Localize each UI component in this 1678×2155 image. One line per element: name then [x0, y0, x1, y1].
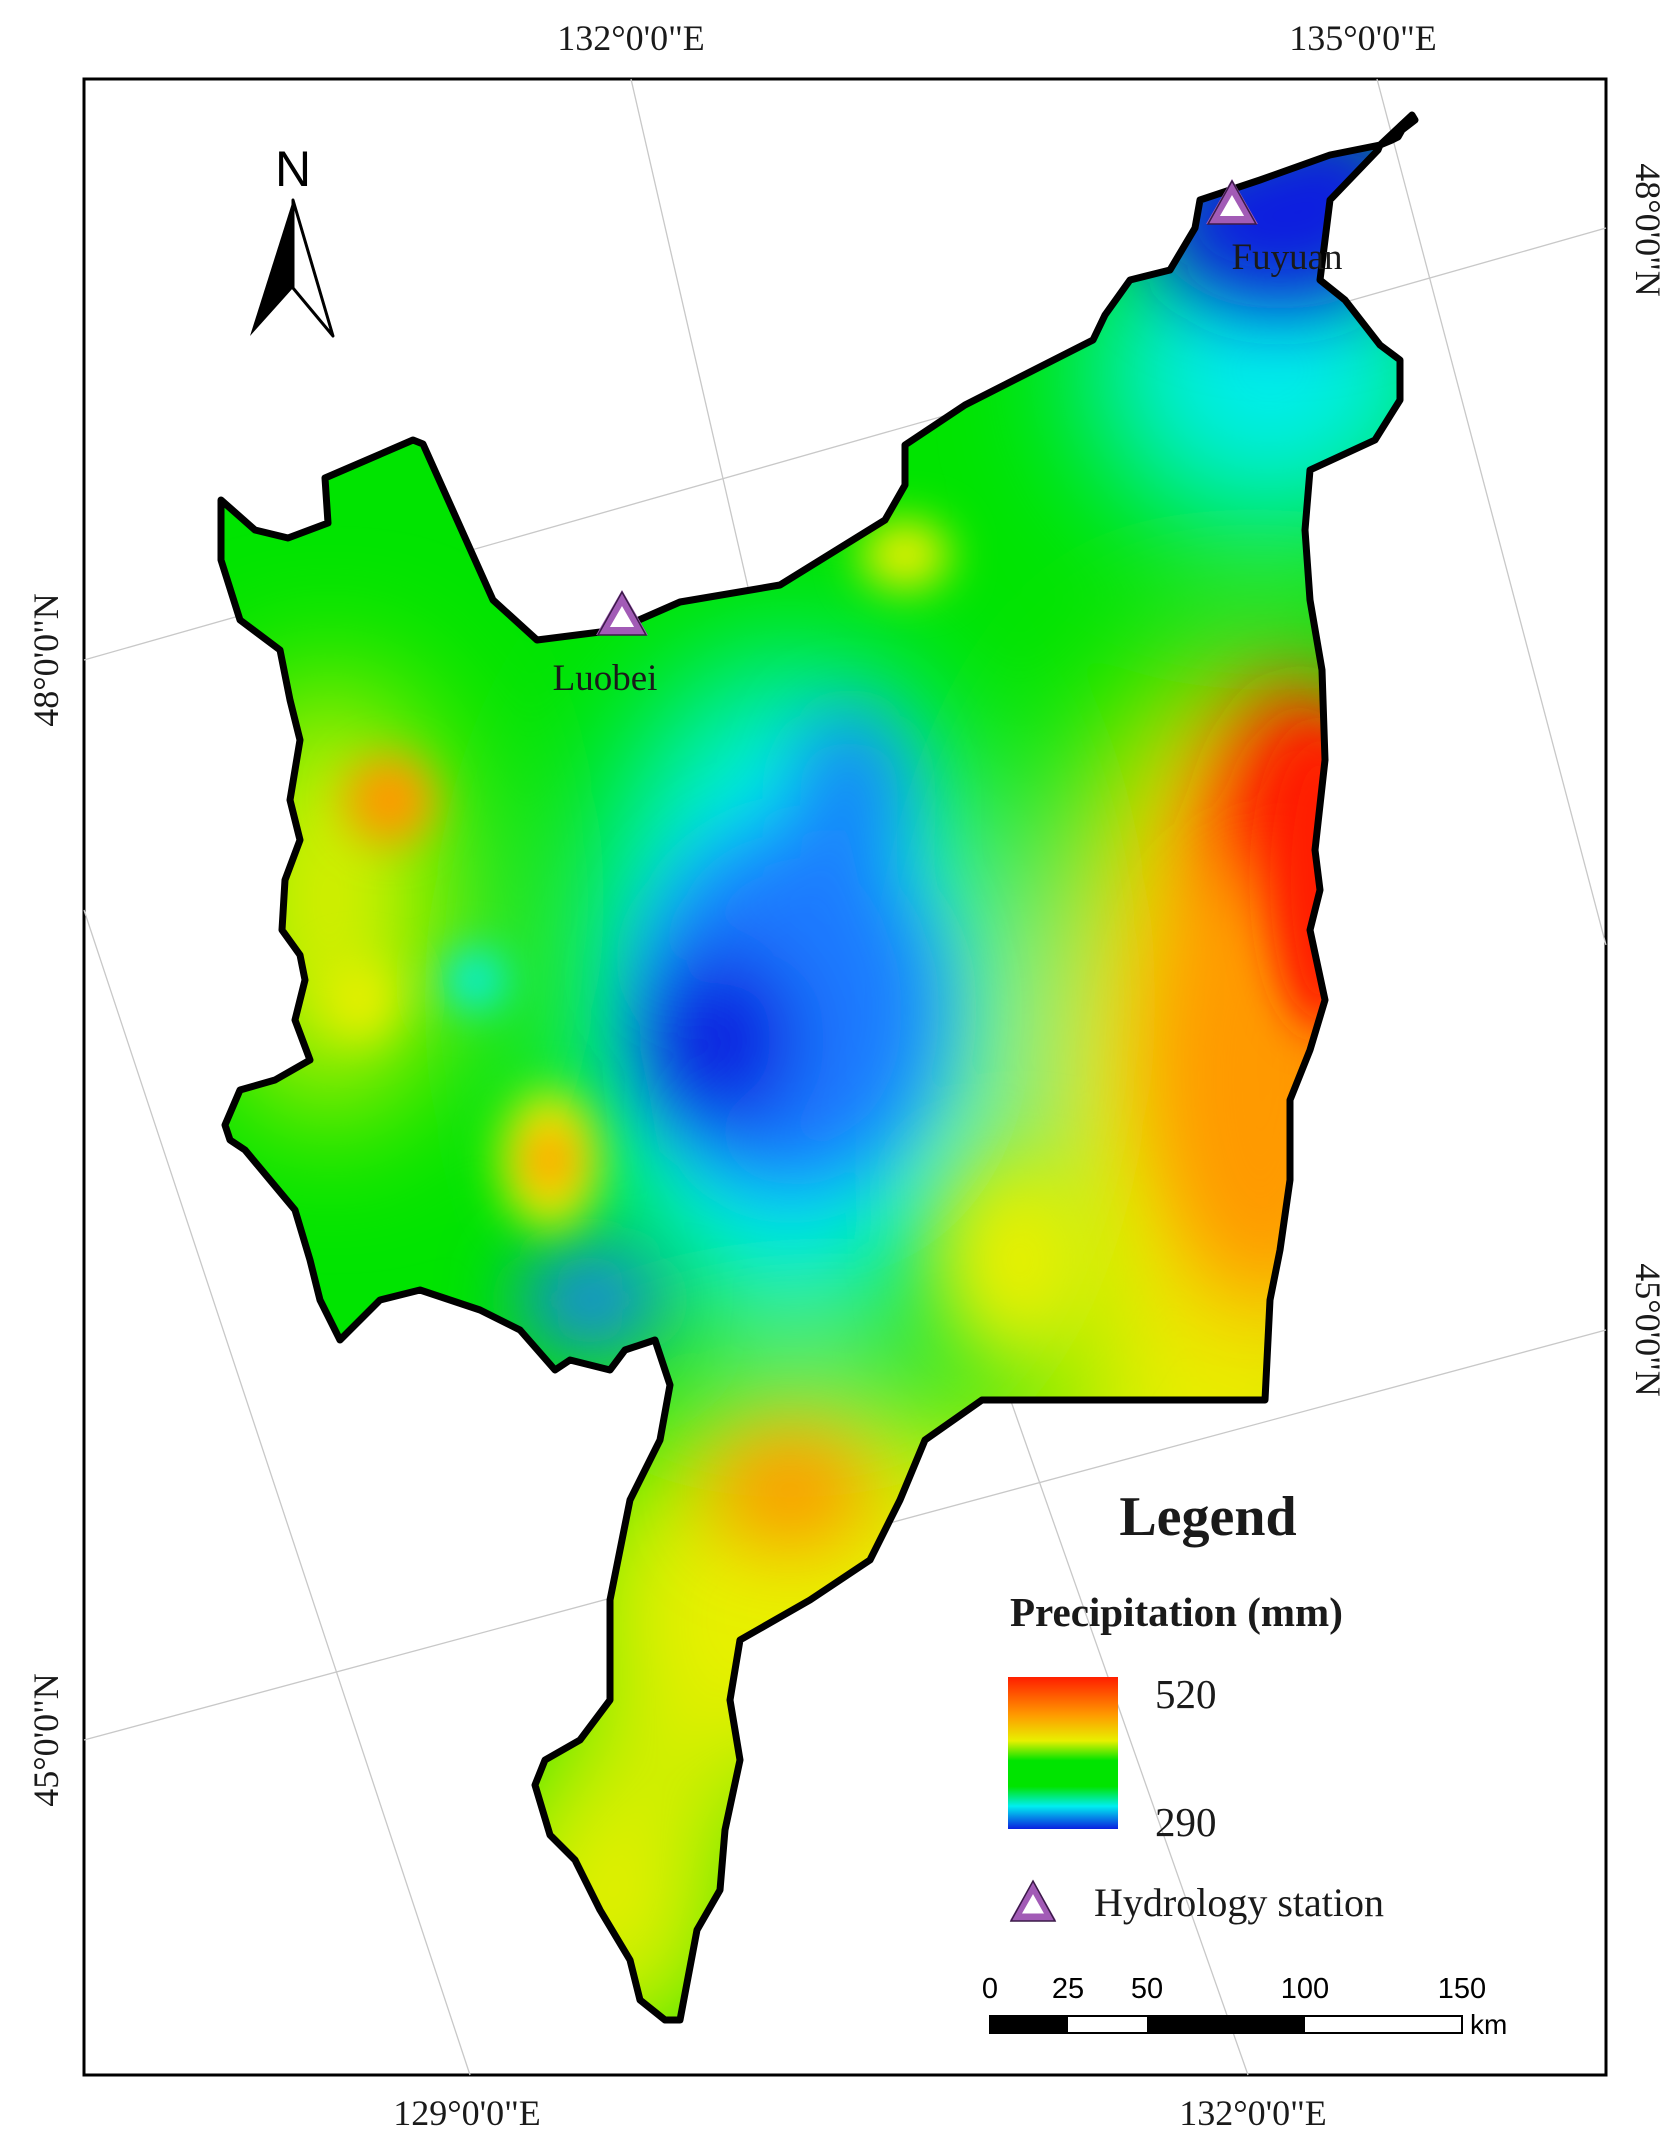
- top-lon-label-1: 132°0'0"E: [557, 18, 705, 58]
- station-marker-icon: [1206, 178, 1258, 224]
- scale-tick-25: 25: [1052, 1973, 1084, 2005]
- bottom-lon-label-1: 129°0'0"E: [393, 2093, 541, 2133]
- scale-unit: km: [1470, 2009, 1507, 2040]
- region-boundary: [217, 111, 1419, 2024]
- station-luobei: Luobei: [553, 589, 658, 699]
- graticule-lon-132-lower: [999, 1369, 1249, 2076]
- north-arrow-right-half: [291, 198, 335, 338]
- legend-station-label: Hydrology station: [1094, 1880, 1384, 1925]
- station-marker-icon: [596, 589, 648, 635]
- legend-subtitle: Precipitation (mm): [1010, 1589, 1343, 1635]
- left-lat-label-1: 48°0'0"N: [26, 593, 66, 727]
- scale-segment-1: [990, 2016, 1068, 2033]
- station-marker-outline: [596, 590, 648, 636]
- station-label: Fuyuan: [1232, 237, 1343, 278]
- legend: Legend Precipitation (mm) 520 290 Hydrol…: [1008, 1486, 1384, 1925]
- legend-max-value: 520: [1155, 1671, 1217, 1717]
- coordinate-labels: 132°0'0"E 135°0'0"E 129°0'0"E 132°0'0"E …: [26, 18, 1668, 2133]
- scale-tick-100: 100: [1281, 1973, 1329, 2005]
- right-lat-label-2: 45°0'0"N: [1628, 1263, 1668, 1397]
- top-lon-label-2: 135°0'0"E: [1289, 18, 1437, 58]
- station-fuyuan: Fuyuan: [1206, 178, 1343, 278]
- north-arrow: N: [250, 141, 335, 338]
- legend-station-icon: [1009, 1879, 1057, 1921]
- north-arrow-left-half: [250, 200, 293, 336]
- graticule-lon-135: [1376, 78, 1607, 946]
- scale-tick-0: 0: [982, 1973, 998, 2005]
- graticule-lon-129: [83, 909, 471, 2076]
- right-lat-label-1: 48°0'0"N: [1628, 163, 1668, 297]
- legend-color-ramp: [1008, 1677, 1118, 1829]
- scale-tick-150: 150: [1438, 1973, 1486, 2005]
- scale-segment-3: [1147, 2016, 1305, 2033]
- station-label: Luobei: [553, 658, 658, 699]
- legend-title: Legend: [1119, 1486, 1296, 1548]
- left-lat-label-2: 45°0'0"N: [26, 1673, 66, 1807]
- station-marker-outline: [1206, 179, 1258, 225]
- north-arrow-label: N: [275, 141, 311, 197]
- legend-min-value: 290: [1155, 1799, 1217, 1845]
- scale-bar: 0 25 50 100 150 km: [982, 1973, 1507, 2040]
- bottom-lon-label-2: 132°0'0"E: [1179, 2093, 1327, 2133]
- scale-tick-50: 50: [1131, 1973, 1163, 2005]
- legend-station-icon-outline: [1009, 1879, 1057, 1922]
